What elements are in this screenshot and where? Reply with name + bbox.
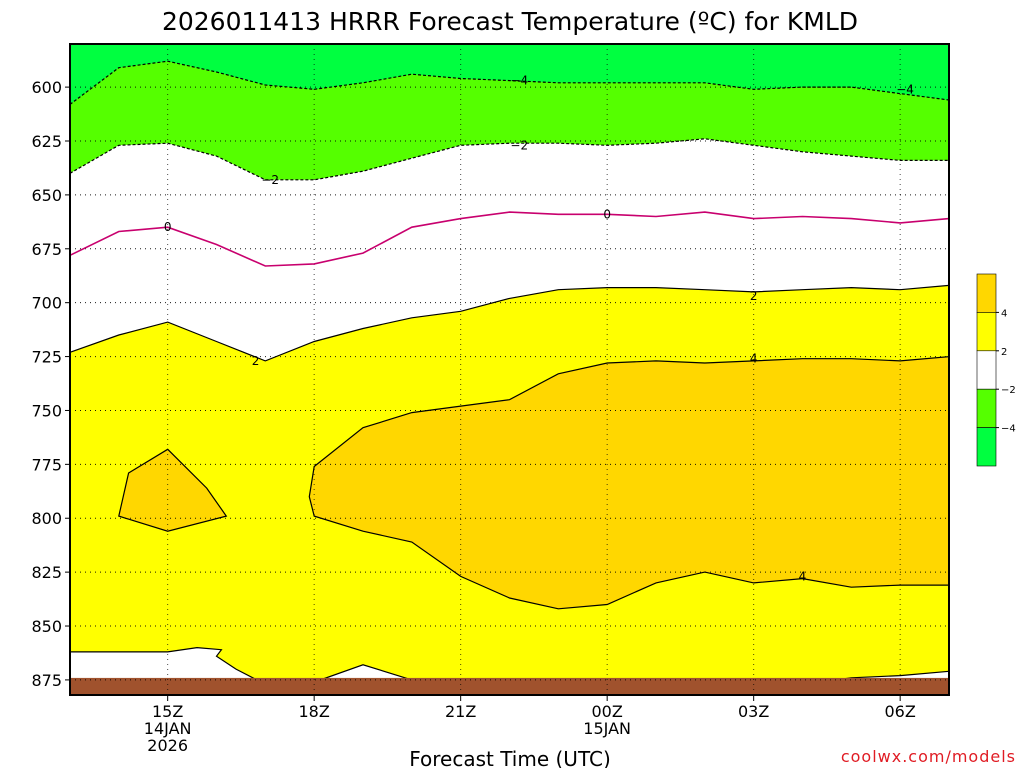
contour-label-2-1: 0 [603,207,611,221]
colorbar-label-1: 2 [1001,347,1007,358]
y-axis: 600 625 650 675 700 725 750 775 800 825 850 875 [31,78,70,690]
contour-label-4-0: 4 [750,352,758,366]
y-tick-label-650: 650 [31,186,62,205]
x-tick-label-h24-1: 15JAN [583,719,631,738]
contour-line-3 [69,284,950,362]
y-tick-label-850: 850 [31,617,62,636]
y-tick-label-775: 775 [31,455,62,474]
y-tick-label-800: 800 [31,509,62,528]
contour-label-0-1: −4 [896,82,914,96]
contour-label-1-0: −2 [510,138,528,152]
contour-label-3-1: 2 [750,289,758,303]
x-tick-label-h18-0: 18Z [299,702,330,721]
y-tick-label-675: 675 [31,240,62,259]
y-tick-label-750: 750 [31,401,62,420]
colorbar-segment-2 [976,350,997,390]
region-above-4-main [309,356,949,609]
contour-line-5 [118,448,228,532]
y-tick-label-825: 825 [31,563,62,582]
x-tick-label-h24-0: 00Z [592,702,623,721]
colorbar-label-2: −2 [1001,385,1016,396]
colorbar-segment-1 [976,312,997,352]
credit-text: coolwx.com/models [841,747,1016,766]
x-axis-label: Forecast Time (UTC) [409,747,611,768]
colorbar-label-3: −4 [1001,424,1016,435]
y-tick-label-625: 625 [31,132,62,151]
colorbar-segment-0 [976,273,997,313]
y-tick-label-875: 875 [31,671,62,690]
y-tick-label-600: 600 [31,78,62,97]
contour-label-2-0: 0 [164,220,172,234]
colorbar-segment-3 [976,388,997,428]
contour-line-4 [308,355,950,610]
contour-label-1-1: −2 [261,173,279,187]
contour-label-0-0: −4 [510,74,528,88]
contour-label-3-0: 2 [252,354,260,368]
colorbar: 4 2 −2 −4 [976,273,1016,467]
x-tick-label-h15-2: 2026 [147,736,188,755]
colorbar-segment-4 [976,427,997,467]
x-tick-label-h27-0: 03Z [738,702,769,721]
x-tick-label-h21-0: 21Z [445,702,476,721]
ground-strip [70,677,949,695]
region-above-4-small [118,449,227,532]
x-tick-label-h15-0: 15Z [152,702,183,721]
plot-frame [69,43,950,696]
contour-label-4-1: 4 [799,569,807,583]
contour-line-2 [69,211,950,267]
plot-area: −4 −4 −2 −2 0 0 2 2 4 4 [69,43,950,696]
y-tick-label-700: 700 [31,294,62,313]
x-tick-label-h15-1: 14JAN [144,719,192,738]
contour-line-0 [69,60,950,105]
chart-title: 2026011413 HRRR Forecast Temperature (ºC… [162,7,858,36]
contour-line-1 [69,138,949,181]
colorbar-label-0: 4 [1001,308,1007,319]
y-tick-label-725: 725 [31,348,62,367]
x-tick-label-h30-0: 06Z [885,702,916,721]
